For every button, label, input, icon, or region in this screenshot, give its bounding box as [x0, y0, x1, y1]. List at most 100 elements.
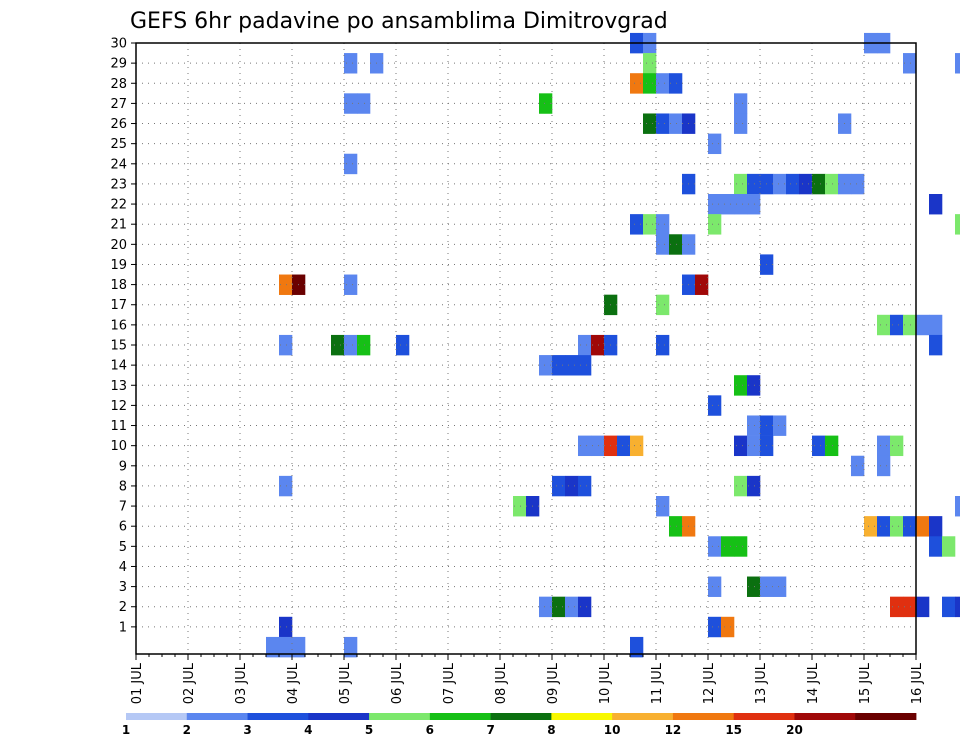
heatmap-cell	[825, 435, 839, 457]
heatmap-cell	[955, 53, 960, 74]
plot-border	[135, 42, 917, 655]
heatmap-cell	[708, 395, 722, 416]
heatmap-cell	[279, 636, 293, 658]
heatmap-cell	[773, 173, 787, 195]
heatmap-cell	[734, 435, 748, 457]
heatmap-cell	[747, 435, 761, 457]
heatmap-cell	[344, 274, 358, 295]
heatmap-cell	[591, 435, 605, 457]
heatmap-cell	[955, 214, 960, 235]
y-tick-label: 8	[119, 479, 127, 494]
y-tick-label: 23	[110, 177, 127, 192]
y-tick-label: 30	[110, 37, 127, 52]
heatmap-cell	[734, 536, 748, 557]
legend-swatch	[369, 713, 431, 720]
y-tick-label: 28	[110, 77, 127, 92]
legend-swatch	[126, 713, 188, 720]
heatmap-cell	[643, 214, 657, 235]
heatmap-cell	[357, 334, 371, 356]
heatmap-cell	[656, 234, 670, 255]
heatmap-cell	[721, 616, 735, 638]
y-tick-label: 29	[110, 57, 127, 72]
legend-label: 10	[604, 723, 621, 737]
heatmap-cell	[643, 53, 657, 74]
legend-label: 15	[725, 723, 742, 737]
y-tick-label: 12	[110, 399, 127, 414]
heatmap-cell	[578, 435, 592, 457]
heatmap-cell	[903, 596, 917, 618]
y-tick-label: 3	[119, 580, 127, 595]
y-tick-label: 2	[119, 600, 127, 615]
y-tick-label: 15	[110, 339, 127, 354]
y-tick-label: 24	[110, 157, 127, 172]
heatmap-cell	[539, 355, 553, 376]
x-tick-label: 08 JUL	[494, 662, 509, 704]
heatmap-cell	[695, 274, 709, 295]
y-tick-label: 11	[110, 419, 127, 434]
heatmap-cell	[903, 53, 917, 74]
legend-label: 20	[786, 723, 803, 737]
heatmap-cell	[929, 516, 943, 537]
y-tick-label: 18	[110, 278, 127, 293]
y-tick-label: 17	[110, 298, 127, 313]
x-tick-label: 06 JUL	[390, 662, 405, 704]
x-tick-label: 01 JUL	[130, 662, 145, 704]
heatmap-cell	[890, 516, 904, 537]
y-tick-label: 19	[110, 258, 127, 273]
heatmap-cell	[331, 334, 345, 356]
heatmap-cell	[812, 173, 826, 195]
x-tick-label: 11 JUL	[650, 662, 665, 704]
y-tick-label: 16	[110, 318, 127, 333]
heatmap-cell	[578, 334, 592, 356]
x-tick-label: 07 JUL	[442, 662, 457, 704]
legend-swatch	[247, 713, 309, 720]
y-tick-label: 5	[119, 540, 127, 555]
heatmap-cell	[903, 314, 917, 336]
cells-layer	[266, 32, 960, 658]
heatmap-cell	[266, 636, 280, 658]
heatmap-cell	[747, 194, 761, 215]
legend-swatch	[551, 713, 613, 720]
heatmap-cell	[708, 194, 722, 215]
x-tick-label: 15 JUL	[858, 662, 873, 704]
heatmap-cell	[344, 636, 358, 658]
heatmap-cell	[565, 355, 579, 376]
heatmap-cell	[643, 73, 657, 94]
heatmap-cell	[851, 455, 865, 477]
heatmap-cell	[929, 334, 943, 356]
heatmap-cell	[877, 455, 891, 477]
y-tick-label: 4	[119, 560, 127, 575]
heatmap-cell	[747, 173, 761, 195]
heatmap-cell	[279, 334, 293, 356]
legend-swatch	[612, 713, 674, 720]
heatmap-cell	[708, 133, 722, 155]
heatmap-cell	[747, 576, 761, 597]
heatmap-cell	[630, 636, 644, 658]
y-tick-label: 26	[110, 117, 127, 132]
heatmap-cell	[578, 355, 592, 376]
x-tick-label: 05 JUL	[338, 662, 353, 704]
y-tick-label: 25	[110, 137, 127, 152]
heatmap-cell	[955, 496, 960, 517]
heatmap-cell	[734, 475, 748, 497]
heatmap-cell	[929, 194, 943, 215]
heatmap-cell	[799, 173, 813, 195]
x-axis-ticks: 01 JUL 02 JUL 03 JUL 04 JUL 05 JUL 06 JUL 07 J…	[130, 654, 925, 704]
heatmap-cell	[591, 334, 605, 356]
heatmap-cell	[279, 616, 293, 638]
legend-swatch	[733, 713, 795, 720]
heatmap-cell	[669, 73, 683, 94]
x-tick-label: 02 JUL	[182, 662, 197, 704]
legend-label: 12	[665, 723, 682, 737]
heatmap-cell	[539, 596, 553, 618]
heatmap-cell	[656, 294, 670, 316]
y-tick-label: 14	[110, 359, 127, 374]
heatmap-cell	[578, 596, 592, 618]
x-tick-label: 03 JUL	[234, 662, 249, 704]
heatmap-cell	[630, 73, 644, 94]
legend-swatch	[186, 713, 248, 720]
heatmap-cell	[669, 113, 683, 134]
heatmap-cell	[864, 516, 878, 537]
heatmap-cell	[669, 234, 683, 255]
